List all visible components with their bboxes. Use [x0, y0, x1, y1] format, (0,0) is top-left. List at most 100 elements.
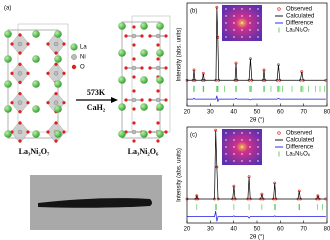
la-atom — [156, 22, 164, 30]
inset-spot — [241, 22, 243, 24]
la-atom — [4, 105, 12, 113]
o-atom — [46, 101, 50, 105]
inset-spot — [241, 160, 243, 162]
arrow-head — [111, 97, 118, 103]
inset-spot — [225, 36, 227, 38]
panel-label: (b) — [190, 9, 197, 15]
inset-spot — [257, 132, 259, 134]
compound-label: La₃Ni₂O₇ — [19, 147, 50, 156]
ni-atom — [155, 65, 161, 71]
inset-spot — [241, 139, 243, 141]
legend-ni: Ni — [80, 55, 86, 61]
o-atom — [18, 92, 22, 96]
la-atom — [118, 76, 126, 84]
la-atom — [118, 103, 126, 111]
la-atom — [156, 76, 164, 84]
o-atom — [164, 98, 168, 102]
inset-spot — [241, 132, 243, 134]
o-atom — [148, 66, 152, 70]
x-tick-label: 50 — [254, 227, 261, 233]
inset-spot — [225, 160, 227, 162]
ni-atom — [131, 97, 137, 103]
ni-atom — [131, 129, 137, 135]
o-atom — [140, 98, 144, 102]
la-atom — [54, 80, 62, 88]
inset-spot — [233, 160, 235, 162]
la-ball — [70, 43, 78, 51]
observed-point — [316, 194, 320, 198]
x-tick-label: 30 — [207, 110, 214, 116]
x-tick-label: 20 — [184, 227, 191, 233]
inset-spot — [233, 8, 235, 10]
o-atom — [10, 71, 14, 75]
inset-spot — [233, 22, 235, 24]
inset-spot — [249, 22, 251, 24]
la-atom — [4, 80, 12, 88]
la-atom — [4, 55, 12, 63]
legend-label: Calculated — [286, 14, 314, 20]
inset-spot — [233, 29, 235, 31]
arrow-bottom-text: CaH₂ — [87, 103, 106, 112]
o-atom — [54, 121, 58, 125]
la-atom — [156, 103, 164, 111]
inset-spot — [241, 146, 243, 148]
o-atom — [164, 66, 168, 70]
legend-o: O — [80, 65, 85, 71]
la-atom — [4, 30, 12, 38]
ni-atom — [53, 100, 59, 105]
la-atom — [118, 130, 126, 138]
la-atom — [140, 49, 148, 57]
x-tick-label: 80 — [324, 227, 330, 233]
ni-atom — [17, 100, 23, 105]
o-atom — [54, 62, 58, 66]
o-atom — [54, 139, 58, 143]
la-atom — [32, 30, 40, 38]
calculated-line — [187, 130, 326, 200]
o-atom — [156, 43, 160, 47]
legend-marker — [277, 7, 281, 11]
la-atom — [118, 49, 126, 57]
o-atom — [18, 33, 22, 37]
crystal-structures — [4, 15, 171, 144]
o-atom — [10, 42, 14, 46]
x-tick-label: 80 — [324, 110, 330, 116]
o-atom — [132, 139, 136, 143]
panel-label: (c) — [190, 133, 197, 139]
o-atom — [54, 92, 58, 96]
y-axis-label: Intensity (abs. units) — [177, 148, 183, 202]
la-atom — [32, 105, 40, 113]
legend-label: Observed — [286, 131, 312, 137]
la-atom — [32, 80, 40, 88]
compound-label: La₃Ni₂O₆ — [128, 147, 159, 156]
inset-spot — [249, 153, 251, 155]
inset-spot — [241, 29, 243, 31]
la-atom — [54, 105, 62, 113]
la-atom — [156, 49, 164, 57]
legend-la: La — [80, 45, 87, 51]
o-atom — [132, 121, 136, 125]
o-atom — [132, 57, 136, 61]
x-axis-label: 2θ (°) — [250, 118, 265, 124]
o-atom — [18, 62, 22, 66]
inset-spot — [241, 36, 243, 38]
inset-spot — [225, 153, 227, 155]
o-atom — [26, 130, 30, 134]
legend-marker — [277, 131, 281, 135]
inset-spot — [257, 29, 259, 31]
inset-spot — [225, 8, 227, 10]
o-atom — [148, 98, 152, 102]
inset-spot — [241, 15, 243, 17]
inset-spot — [257, 153, 259, 155]
o-atom — [18, 51, 22, 55]
inset-spot — [249, 160, 251, 162]
o-atom — [156, 121, 160, 125]
o-atom — [156, 89, 160, 93]
unit-cell — [131, 15, 171, 133]
inset-spot — [257, 139, 259, 141]
x-tick-label: 70 — [300, 227, 307, 233]
inset-spot — [233, 146, 235, 148]
inset-spot — [233, 153, 235, 155]
inset-spot — [225, 139, 227, 141]
la-atom — [156, 130, 164, 138]
x-tick-label: 40 — [230, 110, 237, 116]
